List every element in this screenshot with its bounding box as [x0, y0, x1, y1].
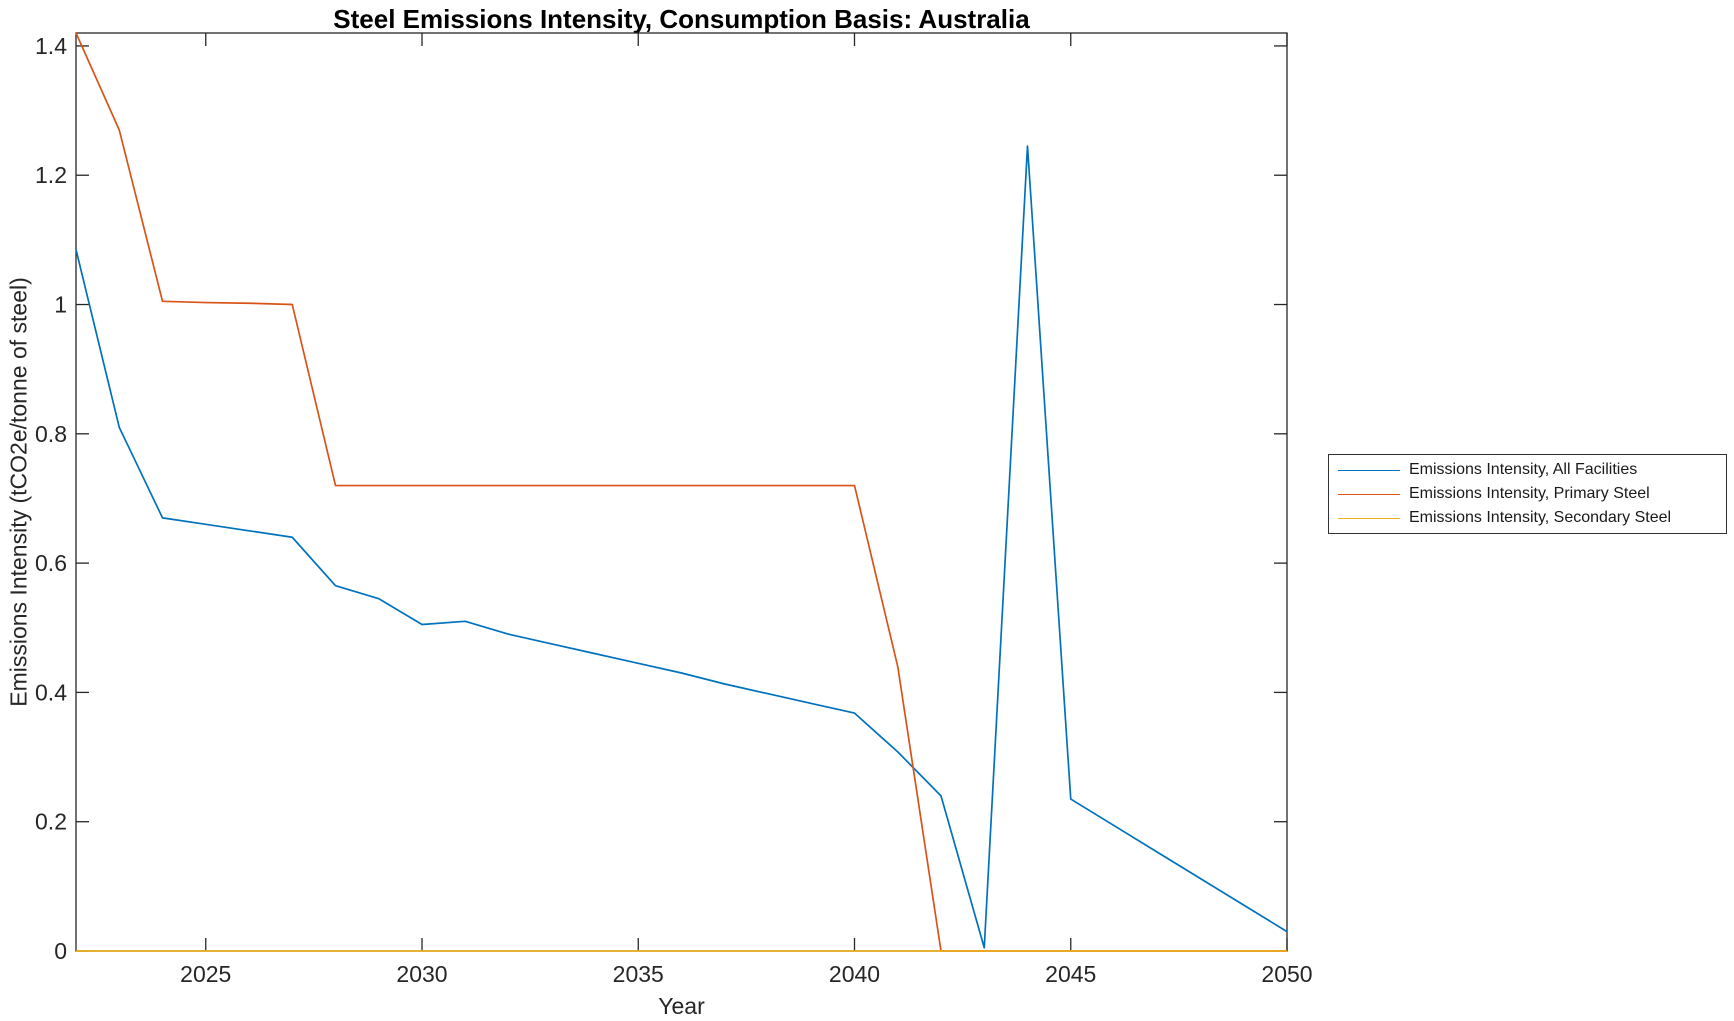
x-tick-label: 2030	[396, 961, 447, 987]
y-tick-label: 0.6	[35, 550, 67, 576]
series-line-emissions-intensity-all-facilities	[75, 145, 1288, 949]
y-tick-label: 0.8	[35, 421, 67, 447]
y-tick-label: 1.2	[35, 162, 67, 188]
legend-line-sample-secondary-steel	[1338, 517, 1400, 519]
x-tick-label: 2035	[613, 961, 664, 987]
y-tick-label: 1.4	[35, 33, 67, 59]
x-tick-label: 2050	[1261, 961, 1312, 987]
x-tick-label: 2045	[1045, 961, 1096, 987]
y-tick-label: 0	[54, 938, 67, 964]
legend-label-secondary-steel: Emissions Intensity, Secondary Steel	[1409, 509, 1672, 526]
axes-box	[75, 32, 1288, 952]
y-axis-label: Emissions Intensity (tCO2e/tonne of stee…	[5, 277, 32, 707]
legend-entry-secondary-steel: Emissions Intensity, Secondary Steel	[1329, 506, 1726, 530]
legend-entry-primary-steel: Emissions Intensity, Primary Steel	[1329, 482, 1726, 506]
x-tick-label: 2025	[180, 961, 231, 987]
legend-label-all-facilities: Emissions Intensity, All Facilities	[1409, 461, 1638, 478]
legend-entry-all-facilities: Emissions Intensity, All Facilities	[1329, 458, 1726, 482]
y-tick-label: 0.4	[35, 679, 67, 705]
chart-title: Steel Emissions Intensity, Consumption B…	[333, 4, 1030, 34]
y-tick-label: 0.2	[35, 809, 67, 835]
legend: Emissions Intensity, All Facilities Emis…	[1328, 454, 1727, 534]
x-tick-label: 2040	[829, 961, 880, 987]
x-axis-label: Year	[658, 993, 705, 1019]
legend-line-sample-all-facilities	[1338, 469, 1400, 471]
y-tick-label: 1	[54, 292, 67, 318]
series-line-emissions-intensity-primary-steel	[75, 32, 1287, 952]
legend-label-primary-steel: Emissions Intensity, Primary Steel	[1409, 485, 1650, 502]
legend-line-sample-primary-steel	[1338, 493, 1400, 495]
